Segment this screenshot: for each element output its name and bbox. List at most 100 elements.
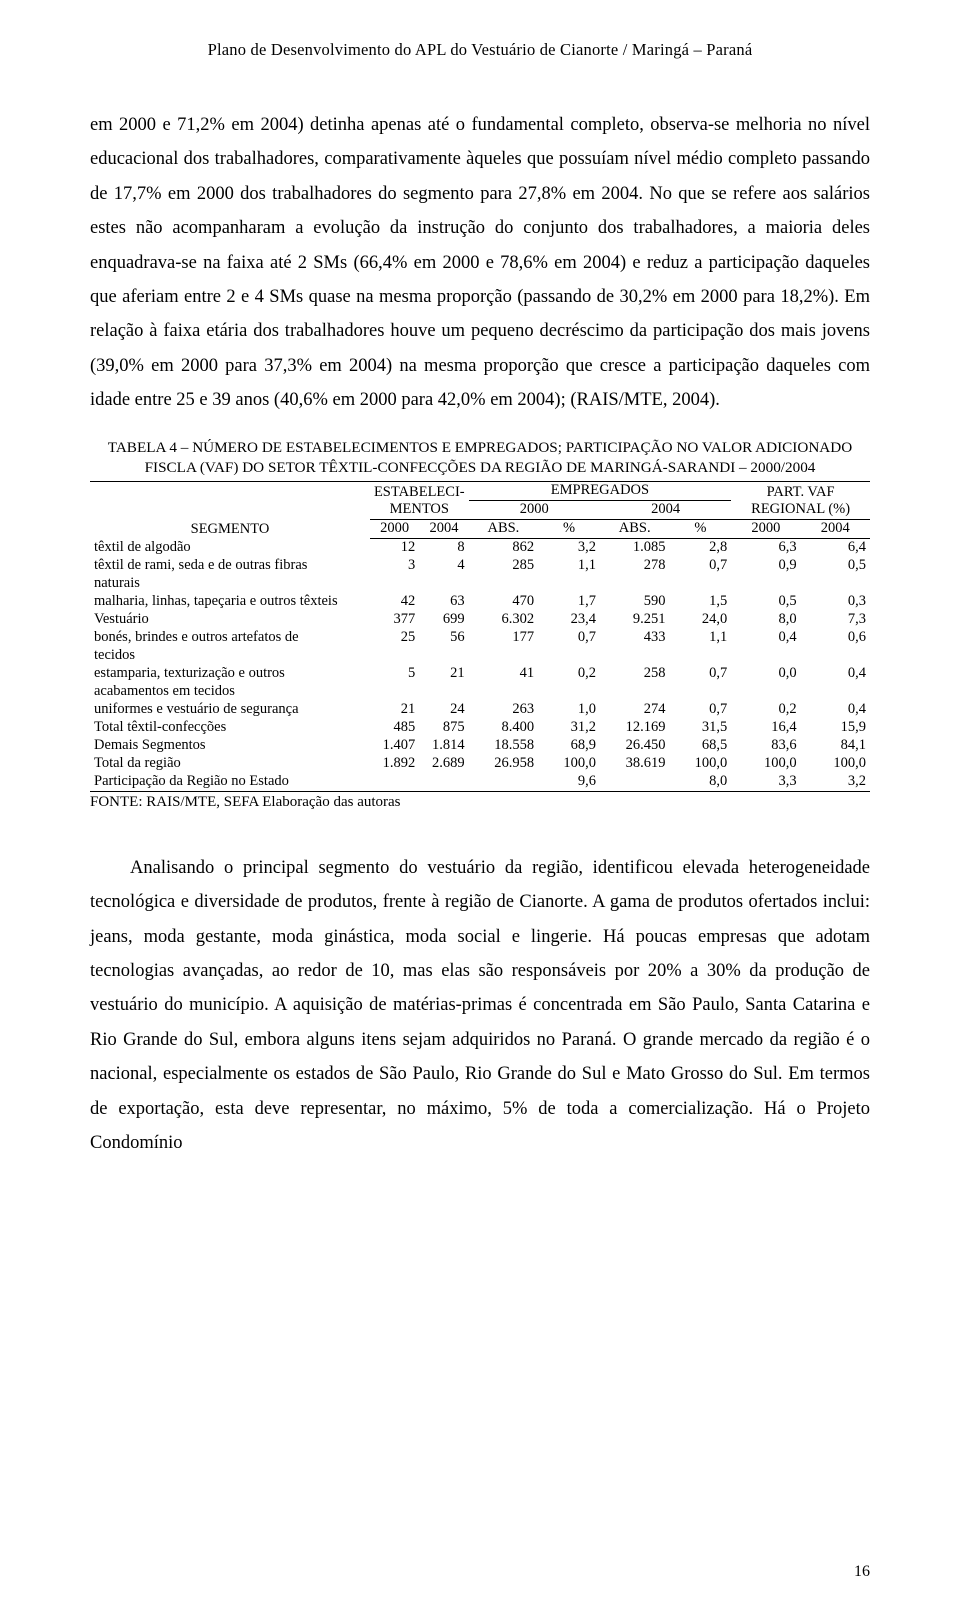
table-row: tecidos [90, 647, 870, 665]
cell-pct-2000 [538, 575, 600, 593]
cell-vaf-2004 [801, 683, 870, 701]
table-row: Participação da Região no Estado9,68,03,… [90, 773, 870, 792]
cell-segment: estamparia, texturização e outros [90, 665, 370, 683]
cell-pct-2000: 0,7 [538, 629, 600, 647]
cell-vaf-2004: 0,4 [801, 701, 870, 719]
cell-estab-2000: 3 [370, 557, 419, 575]
cell-pct-2004: 2,8 [669, 538, 731, 557]
cell-abs-2004 [600, 575, 670, 593]
cell-pct-2004: 1,5 [669, 593, 731, 611]
cell-vaf-2000: 0,5 [731, 593, 800, 611]
cell-vaf-2004: 7,3 [801, 611, 870, 629]
th-empreg: EMPREGADOS [469, 481, 732, 500]
cell-pct-2000: 1,1 [538, 557, 600, 575]
cell-vaf-2004: 15,9 [801, 719, 870, 737]
cell-estab-2004 [419, 575, 468, 593]
table-caption-line1: TABELA 4 – NÚMERO DE ESTABELECIMENTOS E … [108, 439, 852, 456]
cell-segment: bonés, brindes e outros artefatos de [90, 629, 370, 647]
table-row: uniformes e vestuário de segurança212426… [90, 701, 870, 719]
page-header: Plano de Desenvolvimento do APL do Vestu… [90, 40, 870, 60]
cell-vaf-2000: 6,3 [731, 538, 800, 557]
cell-estab-2000: 25 [370, 629, 419, 647]
cell-segment: Total da região [90, 755, 370, 773]
table-row: Total têxtil-confecções4858758.40031,212… [90, 719, 870, 737]
cell-estab-2000: 42 [370, 593, 419, 611]
table-row: estamparia, texturização e outros521410,… [90, 665, 870, 683]
cell-pct-2000: 1,7 [538, 593, 600, 611]
cell-abs-2004: 26.450 [600, 737, 670, 755]
cell-estab-2000: 1.892 [370, 755, 419, 773]
cell-vaf-2000 [731, 575, 800, 593]
cell-vaf-2004: 0,4 [801, 665, 870, 683]
cell-estab-2000 [370, 683, 419, 701]
cell-vaf-2004 [801, 575, 870, 593]
cell-abs-2000 [469, 773, 539, 792]
cell-segment: acabamentos em tecidos [90, 683, 370, 701]
cell-estab-2000: 485 [370, 719, 419, 737]
cell-pct-2000 [538, 683, 600, 701]
cell-estab-2000 [370, 575, 419, 593]
cell-pct-2004 [669, 575, 731, 593]
cell-vaf-2000: 0,2 [731, 701, 800, 719]
cell-abs-2004: 274 [600, 701, 670, 719]
cell-pct-2000: 100,0 [538, 755, 600, 773]
cell-estab-2004 [419, 773, 468, 792]
cell-vaf-2004: 84,1 [801, 737, 870, 755]
cell-abs-2004: 278 [600, 557, 670, 575]
cell-pct-2000: 68,9 [538, 737, 600, 755]
cell-pct-2000: 3,2 [538, 538, 600, 557]
cell-vaf-2004: 6,4 [801, 538, 870, 557]
cell-pct-2004: 8,0 [669, 773, 731, 792]
data-table: SEGMENTOESTABELECI-MENTOSEMPREGADOSPART.… [90, 481, 870, 792]
cell-vaf-2004: 3,2 [801, 773, 870, 792]
table-row: Total da região1.8922.68926.958100,038.6… [90, 755, 870, 773]
cell-abs-2004: 1.085 [600, 538, 670, 557]
cell-abs-2000: 177 [469, 629, 539, 647]
table-row: acabamentos em tecidos [90, 683, 870, 701]
cell-vaf-2000 [731, 683, 800, 701]
cell-estab-2004 [419, 647, 468, 665]
cell-pct-2004: 68,5 [669, 737, 731, 755]
cell-segment: Total têxtil-confecções [90, 719, 370, 737]
cell-segment: uniformes e vestuário de segurança [90, 701, 370, 719]
cell-estab-2000: 377 [370, 611, 419, 629]
page-number: 16 [854, 1563, 870, 1581]
cell-pct-2000 [538, 647, 600, 665]
cell-vaf-2000 [731, 647, 800, 665]
cell-vaf-2000: 83,6 [731, 737, 800, 755]
cell-vaf-2000: 8,0 [731, 611, 800, 629]
cell-abs-2004: 38.619 [600, 755, 670, 773]
cell-estab-2004: 21 [419, 665, 468, 683]
cell-pct-2004 [669, 683, 731, 701]
cell-estab-2004: 699 [419, 611, 468, 629]
cell-abs-2004: 433 [600, 629, 670, 647]
table-row: malharia, linhas, tapeçaria e outros têx… [90, 593, 870, 611]
table-source: FONTE: RAIS/MTE, SEFA Elaboração das aut… [90, 794, 870, 811]
cell-pct-2004: 1,1 [669, 629, 731, 647]
table-row: têxtil de rami, seda e de outras fibras3… [90, 557, 870, 575]
cell-vaf-2004: 100,0 [801, 755, 870, 773]
cell-pct-2004: 31,5 [669, 719, 731, 737]
cell-estab-2000 [370, 773, 419, 792]
cell-estab-2004: 1.814 [419, 737, 468, 755]
cell-estab-2000 [370, 647, 419, 665]
table-caption-line2: FISCLA (VAF) DO SETOR TÊXTIL-CONFECÇÕES … [145, 459, 816, 476]
cell-estab-2004: 4 [419, 557, 468, 575]
cell-abs-2000: 470 [469, 593, 539, 611]
table-caption: TABELA 4 – NÚMERO DE ESTABELECIMENTOS E … [90, 438, 870, 479]
cell-vaf-2000: 0,9 [731, 557, 800, 575]
table-row: naturais [90, 575, 870, 593]
cell-segment: têxtil de rami, seda e de outras fibras [90, 557, 370, 575]
cell-pct-2000: 23,4 [538, 611, 600, 629]
cell-pct-2004 [669, 647, 731, 665]
cell-vaf-2000: 16,4 [731, 719, 800, 737]
cell-pct-2004: 100,0 [669, 755, 731, 773]
cell-pct-2004: 24,0 [669, 611, 731, 629]
cell-vaf-2000: 0,4 [731, 629, 800, 647]
paragraph-1: em 2000 e 71,2% em 2004) detinha apenas … [90, 108, 870, 418]
cell-abs-2000: 18.558 [469, 737, 539, 755]
cell-abs-2000: 862 [469, 538, 539, 557]
cell-estab-2004: 56 [419, 629, 468, 647]
cell-vaf-2004: 0,5 [801, 557, 870, 575]
cell-estab-2004: 24 [419, 701, 468, 719]
